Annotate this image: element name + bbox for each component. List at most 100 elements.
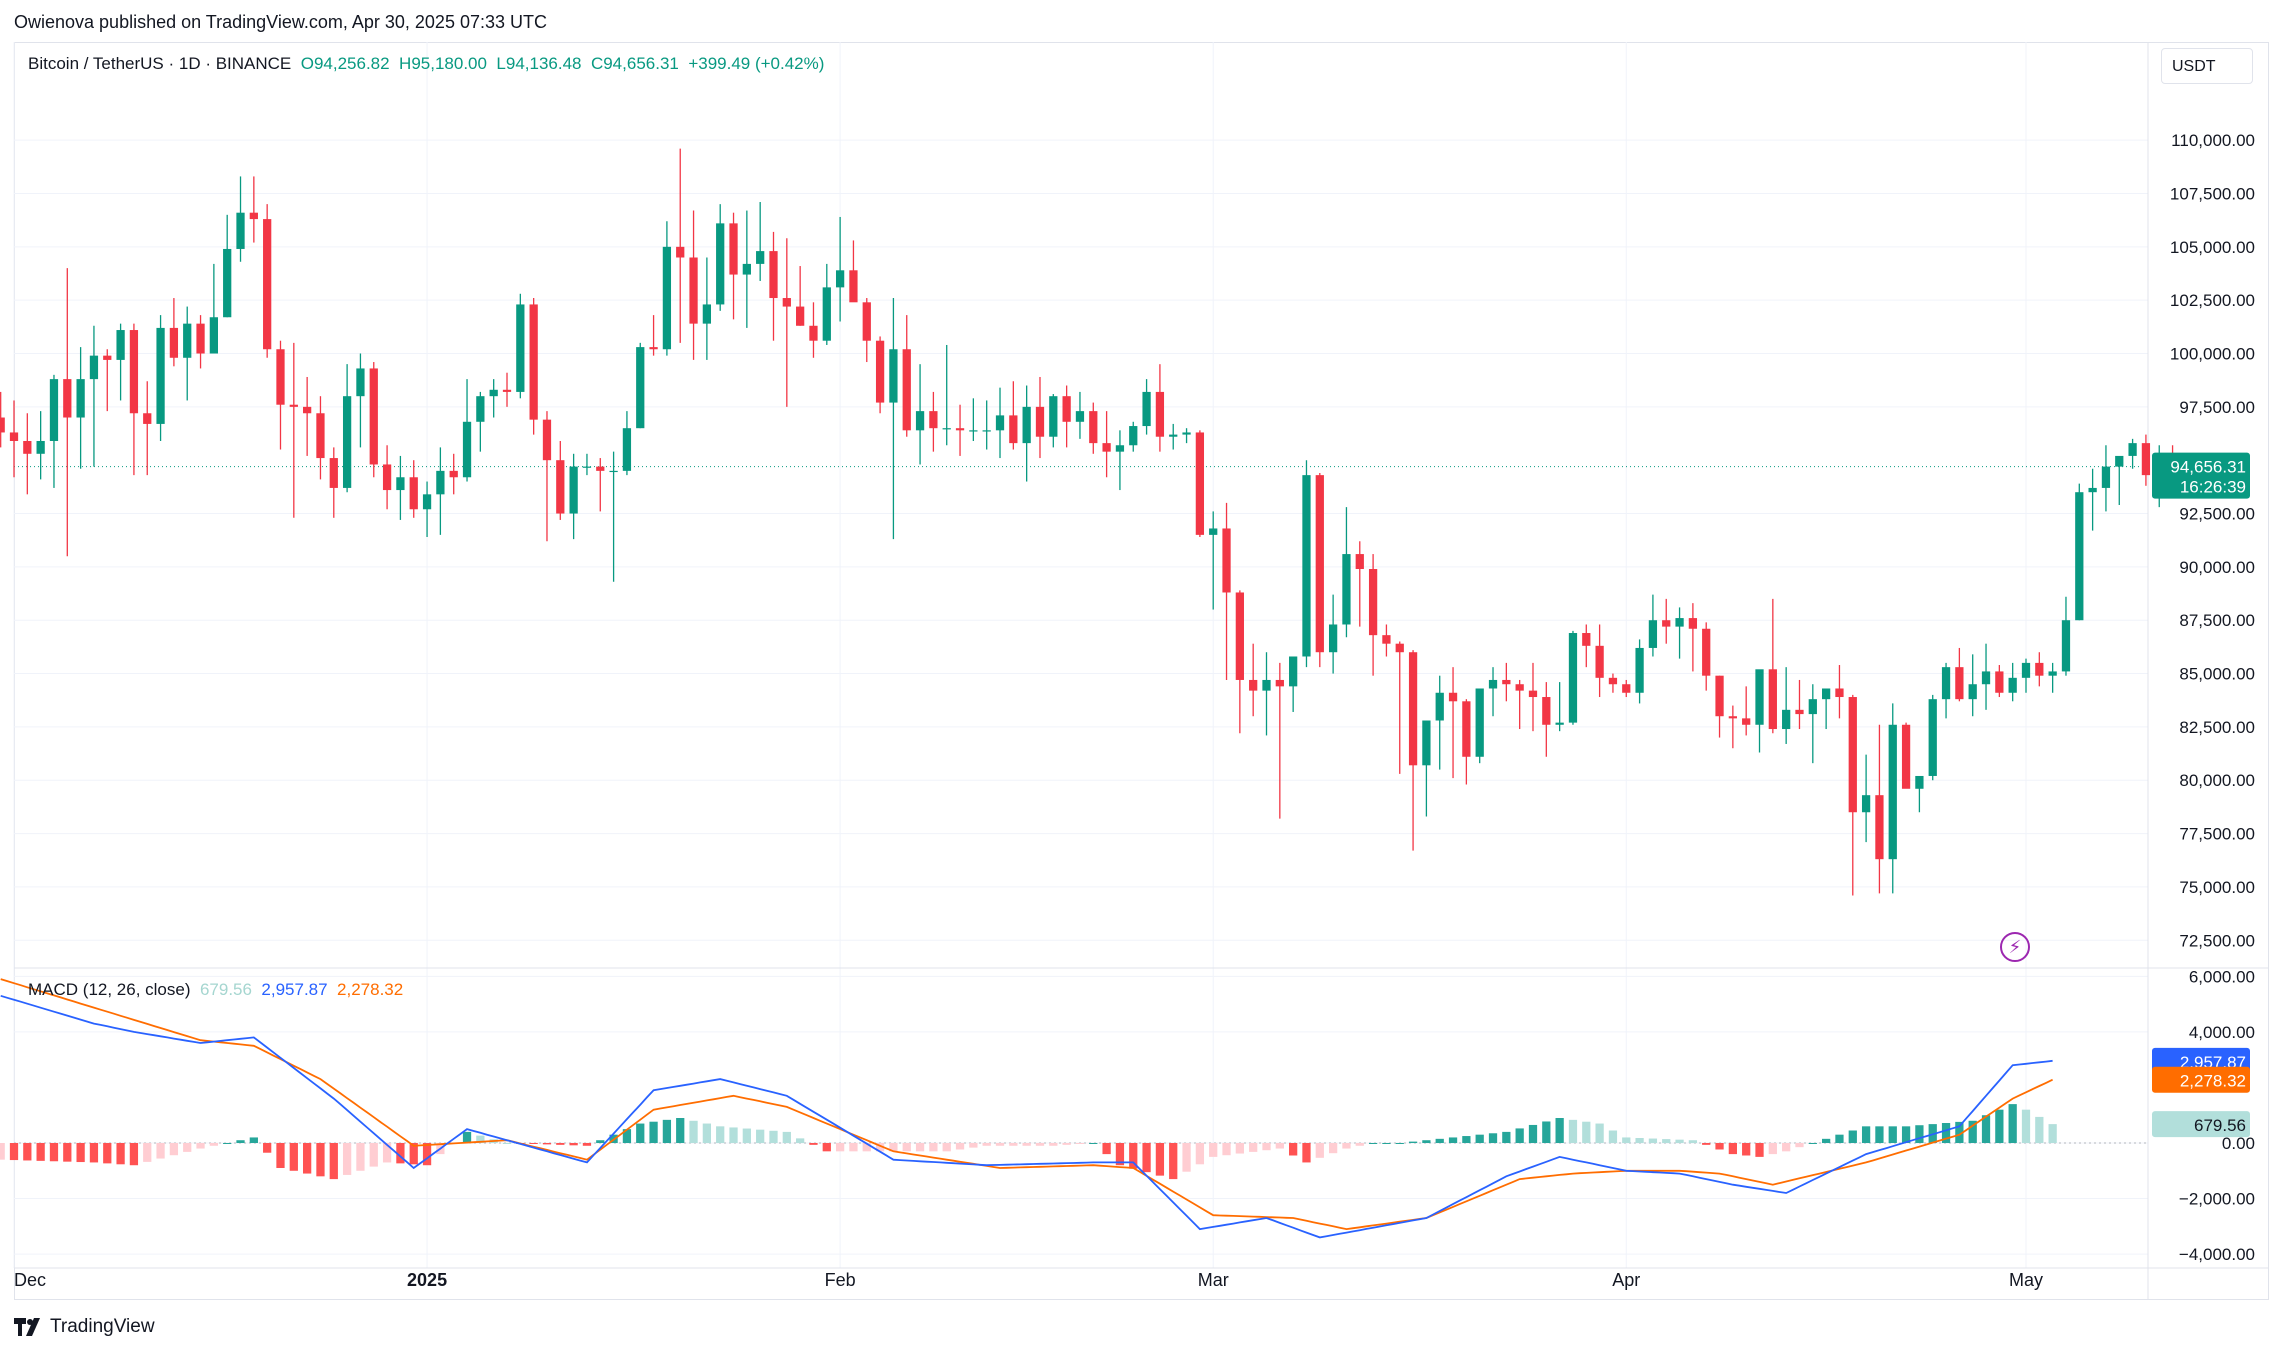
- macd-histogram-bar: [1528, 1124, 1538, 1143]
- candle-body: [249, 212, 258, 220]
- candle-body: [1688, 618, 1698, 629]
- macd-histogram-bar: [116, 1143, 125, 1165]
- candle-body: [982, 430, 991, 432]
- brand[interactable]: TradingView: [14, 1316, 155, 1338]
- macd-line: [0, 994, 2053, 1239]
- candle: [1688, 603, 1698, 672]
- candle: [1222, 502, 1231, 680]
- macd-histogram-bar: [995, 1143, 1005, 1146]
- candle: [596, 458, 605, 512]
- candle: [796, 266, 805, 326]
- macd-histogram-bar: [1182, 1143, 1191, 1172]
- lightning-icon[interactable]: ⚡︎: [2000, 932, 2030, 962]
- candle: [636, 342, 645, 429]
- candle: [103, 349, 112, 412]
- candle: [1315, 472, 1324, 668]
- macd-histogram-bar: [422, 1143, 432, 1166]
- legend-high: H95,180.00: [399, 54, 487, 73]
- candle-body: [369, 368, 378, 465]
- candle: [782, 238, 791, 407]
- candle: [63, 268, 72, 557]
- candle: [875, 336, 885, 414]
- candle-body: [769, 251, 778, 299]
- candle: [955, 404, 965, 456]
- candle-body: [236, 212, 245, 249]
- candle: [1582, 624, 1591, 668]
- candle-body: [516, 304, 525, 392]
- candle-body: [1062, 396, 1071, 422]
- macd-tick-label: 4,000.00: [2189, 1023, 2255, 1042]
- macd-histogram-bar: [1915, 1125, 1924, 1143]
- candle: [1968, 654, 1977, 717]
- macd-histogram-bar: [1875, 1126, 1884, 1143]
- candle-body: [1435, 692, 1444, 721]
- candle-body: [942, 428, 951, 430]
- candle-body: [1289, 656, 1298, 687]
- candle: [1755, 669, 1764, 753]
- candle: [1768, 598, 1777, 734]
- candle: [209, 263, 218, 354]
- macd-histogram-bar: [1488, 1133, 1498, 1143]
- macd-tick-label: 0.00: [2222, 1134, 2255, 1153]
- macd-histogram-bar: [209, 1143, 218, 1146]
- candle: [982, 400, 991, 450]
- macd-histogram-bar: [396, 1143, 405, 1164]
- macd-histogram-bar: [249, 1137, 258, 1143]
- candle: [1435, 675, 1444, 770]
- candle: [1822, 688, 1831, 730]
- candle: [609, 451, 618, 582]
- candle-body: [169, 327, 179, 358]
- macd-histogram-bar: [1768, 1143, 1777, 1155]
- candle: [129, 323, 139, 476]
- candle: [2101, 445, 2111, 512]
- candle: [1901, 722, 1911, 789]
- candle-body: [1835, 688, 1844, 698]
- candle: [742, 210, 751, 328]
- candle-body: [1395, 643, 1404, 653]
- macd-histogram-bar: [1222, 1143, 1231, 1156]
- candle: [449, 453, 458, 495]
- candle-body: [1981, 671, 1991, 685]
- macd-histogram-bar: [1129, 1143, 1138, 1169]
- candle-body: [103, 355, 112, 360]
- candle-body: [2061, 620, 2071, 672]
- candle-body: [49, 379, 59, 441]
- candle: [729, 212, 738, 320]
- price-tick-label: 75,000.00: [2179, 878, 2255, 897]
- candle: [249, 176, 258, 243]
- time-tick-label: May: [2009, 1270, 2043, 1290]
- candle: [1235, 590, 1244, 734]
- macd-histogram-bar: [143, 1143, 152, 1162]
- currency-button[interactable]: USDT: [2161, 48, 2253, 84]
- candle-body: [223, 248, 232, 318]
- macd-histogram-bar: [1289, 1143, 1298, 1156]
- candle: [1981, 643, 1991, 710]
- candle: [769, 231, 778, 341]
- candle: [1089, 402, 1098, 454]
- candle-body: [1328, 624, 1338, 653]
- macd-legend: MACD (12, 26, close) 679.56 2,957.87 2,2…: [28, 980, 403, 1000]
- candle: [1742, 686, 1751, 736]
- candle: [329, 447, 338, 518]
- macd-histogram-bar: [529, 1143, 538, 1144]
- candle: [702, 257, 712, 360]
- candle-body: [822, 287, 831, 341]
- candle: [23, 413, 32, 495]
- candle-body: [89, 355, 99, 380]
- candle: [2061, 596, 2071, 676]
- macd-histogram-bar: [1342, 1143, 1351, 1149]
- candle: [1075, 391, 1085, 439]
- candle-body: [1022, 406, 1031, 444]
- candle: [76, 347, 85, 469]
- macd-histogram-bar: [196, 1143, 205, 1149]
- candle-body: [1901, 724, 1911, 789]
- macd-histogram-bar: [476, 1135, 485, 1143]
- macd-histogram-bar: [2008, 1104, 2017, 1143]
- candle: [2008, 662, 2017, 702]
- symbol-name[interactable]: Bitcoin / TetherUS · 1D · BINANCE: [28, 54, 292, 73]
- macd-title[interactable]: MACD (12, 26, close): [28, 980, 191, 999]
- candle-body: [662, 246, 672, 350]
- candle: [1542, 682, 1551, 757]
- candle-body: [1568, 633, 1578, 723]
